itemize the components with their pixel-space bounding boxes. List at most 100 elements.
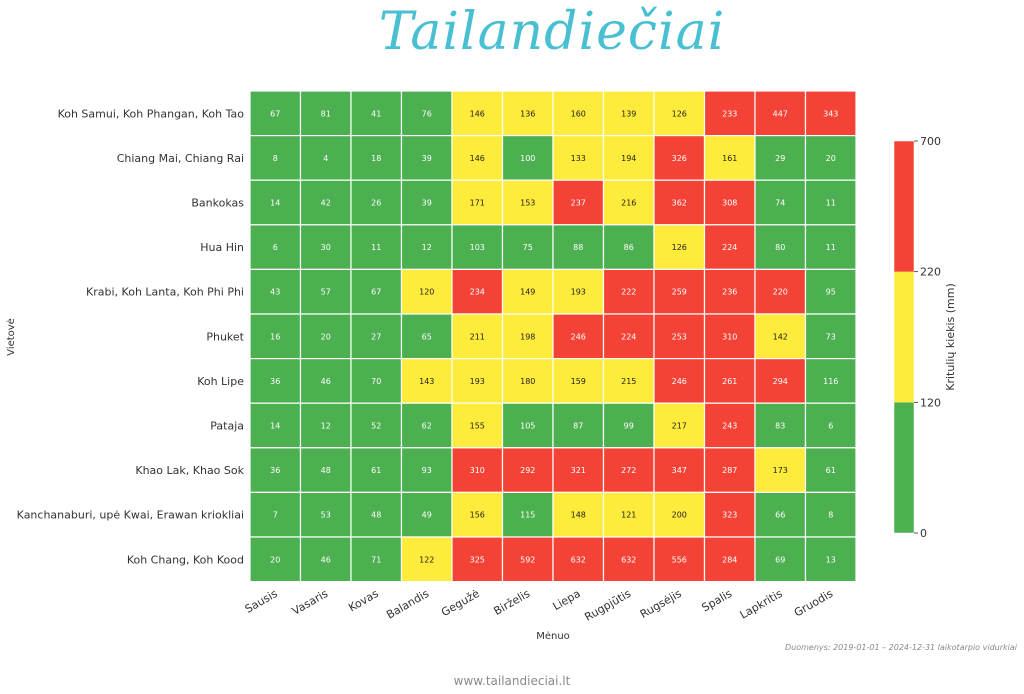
heatmap-cell	[400, 313, 453, 360]
cell-value-label: 234	[470, 288, 485, 297]
cell-value-label: 6	[273, 243, 278, 252]
cell-value-label: 632	[571, 555, 586, 564]
cell-value-label: 65	[422, 332, 432, 341]
heatmap-cell	[552, 536, 605, 583]
heatmap-cell	[552, 491, 605, 538]
cell-value-label: 99	[624, 422, 634, 431]
cell-value-label: 88	[573, 243, 583, 252]
cell-value-label: 149	[520, 288, 535, 297]
heatmap-cell	[451, 179, 504, 226]
cell-value-label: 632	[621, 555, 636, 564]
cell-value-label: 180	[520, 377, 535, 386]
heatmap-cell	[653, 90, 706, 137]
footer-link[interactable]: www.tailandieciai.lt	[453, 674, 571, 688]
cell-value-label: 173	[773, 466, 788, 475]
heatmap-cell	[350, 536, 403, 583]
heatmap-cell	[299, 536, 352, 583]
heatmap-cell	[754, 135, 807, 181]
row-label: Koh Samui, Koh Phangan, Koh Tao	[58, 107, 245, 120]
column-label: Rugsėjis	[638, 587, 684, 621]
cell-value-label: 69	[775, 555, 785, 564]
cell-value-label: 126	[672, 109, 687, 118]
heatmap-cell	[703, 135, 756, 181]
heatmap-cell	[299, 224, 352, 271]
heatmap-cell	[350, 268, 403, 315]
cell-value-label: 66	[775, 511, 785, 520]
cell-value-label: 42	[321, 199, 331, 208]
heatmap-cell	[400, 358, 453, 404]
cell-value-label: 220	[773, 288, 788, 297]
cell-value-label: 39	[422, 154, 432, 163]
cell-value-label: 75	[523, 243, 533, 252]
heatmap-cell	[804, 224, 857, 271]
cell-value-label: 105	[520, 422, 535, 431]
heatmap-cell	[350, 447, 403, 493]
cell-value-label: 27	[371, 332, 381, 341]
cell-value-label: 261	[722, 377, 737, 386]
colorbar-tick-label: 0	[920, 527, 927, 540]
cell-value-label: 4	[323, 154, 328, 163]
cell-value-label: 8	[828, 511, 833, 520]
heatmap-cell	[451, 447, 504, 493]
heatmap-cell	[350, 313, 403, 360]
heatmap-cell	[501, 268, 554, 315]
cell-value-label: 36	[270, 466, 280, 475]
cell-value-label: 73	[826, 332, 836, 341]
cell-value-label: 83	[775, 422, 785, 431]
cell-value-label: 243	[722, 422, 737, 431]
cell-value-label: 310	[722, 332, 737, 341]
cell-value-label: 194	[621, 154, 636, 163]
cell-value-label: 115	[520, 511, 535, 520]
cell-value-label: 272	[621, 466, 636, 475]
column-label: Sausis	[243, 587, 280, 616]
heatmap-cell	[451, 135, 504, 181]
heatmap-cell	[602, 268, 655, 315]
heatmap-cell	[501, 358, 554, 404]
cell-value-label: 61	[371, 466, 381, 475]
heatmap-cell	[249, 268, 302, 315]
cell-value-label: 216	[621, 199, 636, 208]
heatmap-cell	[400, 447, 453, 493]
row-label: Khao Lak, Khao Sok	[135, 464, 244, 477]
x-axis-label: Mėnuo	[536, 631, 570, 642]
cell-value-label: 20	[270, 555, 280, 564]
heatmap-cell	[653, 224, 706, 271]
heatmap-cell	[249, 491, 302, 538]
cell-value-label: 74	[775, 199, 785, 208]
cell-value-label: 592	[520, 555, 535, 564]
cell-value-label: 14	[270, 199, 280, 208]
heatmap-cell	[451, 313, 504, 360]
heatmap-cell	[299, 135, 352, 181]
heatmap-cell	[602, 536, 655, 583]
cell-value-label: 160	[571, 109, 586, 118]
cell-value-label: 200	[672, 511, 687, 520]
row-label: Phuket	[206, 330, 244, 343]
cell-value-label: 556	[672, 555, 687, 564]
cell-value-label: 67	[371, 288, 381, 297]
cell-value-label: 71	[371, 555, 381, 564]
heatmap-cell	[552, 179, 605, 226]
cell-value-label: 198	[520, 332, 535, 341]
cell-value-label: 57	[321, 288, 331, 297]
row-label: Bankokas	[191, 197, 244, 210]
cell-value-label: 215	[621, 377, 636, 386]
heatmap-cell	[602, 90, 655, 137]
row-label: Krabi, Koh Lanta, Koh Phi Phi	[86, 286, 244, 299]
heatmap-cell	[350, 90, 403, 137]
cell-value-label: 146	[470, 109, 485, 118]
heatmap-cell	[299, 268, 352, 315]
column-label: Vasaris	[290, 587, 331, 618]
heatmap-cell	[804, 135, 857, 181]
cell-value-label: 148	[571, 511, 586, 520]
column-label: Gegužė	[439, 587, 482, 619]
cell-value-label: 161	[722, 154, 737, 163]
heatmap-cell	[501, 135, 554, 181]
heatmap-cell	[501, 536, 554, 583]
heatmap-cell	[602, 358, 655, 404]
heatmap-cell	[249, 90, 302, 137]
y-axis-label: Vietovė	[6, 318, 17, 356]
cell-value-label: 447	[773, 109, 788, 118]
heatmap-cell	[754, 447, 807, 493]
cell-value-label: 143	[419, 377, 434, 386]
